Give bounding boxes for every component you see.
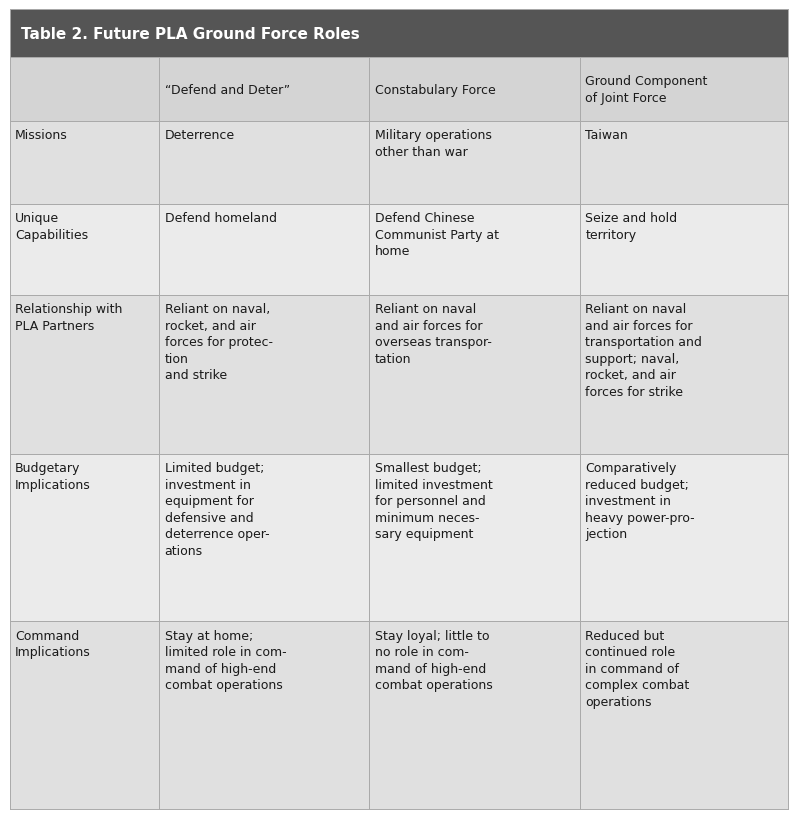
Text: Budgetary
Implications: Budgetary Implications — [15, 462, 91, 491]
Text: Relationship with
PLA Partners: Relationship with PLA Partners — [15, 303, 123, 333]
Text: Seize and hold
territory: Seize and hold territory — [585, 212, 678, 242]
Text: Reliant on naval,
rocket, and air
forces for protec-
tion
and strike: Reliant on naval, rocket, and air forces… — [164, 303, 273, 382]
Bar — [159, 296, 369, 455]
Bar — [10, 205, 159, 296]
Text: Smallest budget;
limited investment
for personnel and
minimum neces-
sary equipm: Smallest budget; limited investment for … — [375, 462, 492, 541]
Bar — [10, 10, 788, 58]
Bar — [10, 622, 159, 809]
Text: Taiwan: Taiwan — [585, 129, 628, 142]
Bar — [10, 58, 159, 122]
Bar — [369, 622, 579, 809]
Text: “Defend and Deter”: “Defend and Deter” — [164, 84, 290, 97]
Bar — [159, 122, 369, 205]
Bar — [159, 455, 369, 622]
Text: Missions: Missions — [15, 129, 68, 142]
Text: Reliant on naval
and air forces for
overseas transpor-
tation: Reliant on naval and air forces for over… — [375, 303, 492, 365]
Bar — [579, 622, 788, 809]
Text: Stay at home;
limited role in com-
mand of high-end
combat operations: Stay at home; limited role in com- mand … — [164, 629, 286, 691]
Bar — [369, 122, 579, 205]
Text: Military operations
other than war: Military operations other than war — [375, 129, 492, 159]
Text: Comparatively
reduced budget;
investment in
heavy power-pro-
jection: Comparatively reduced budget; investment… — [585, 462, 695, 541]
Bar — [369, 455, 579, 622]
Bar — [579, 296, 788, 455]
Text: Defend Chinese
Communist Party at
home: Defend Chinese Communist Party at home — [375, 212, 499, 258]
Text: Ground Component
of Joint Force: Ground Component of Joint Force — [585, 75, 708, 105]
Bar — [579, 58, 788, 122]
Bar — [579, 205, 788, 296]
Text: Table 2. Future PLA Ground Force Roles: Table 2. Future PLA Ground Force Roles — [21, 26, 359, 42]
Bar — [10, 455, 159, 622]
Bar — [10, 122, 159, 205]
Bar — [159, 58, 369, 122]
Text: Deterrence: Deterrence — [164, 129, 235, 142]
Bar — [10, 296, 159, 455]
Bar — [369, 205, 579, 296]
Text: Limited budget;
investment in
equipment for
defensive and
deterrence oper-
ation: Limited budget; investment in equipment … — [164, 462, 270, 557]
Text: Constabulary Force: Constabulary Force — [375, 84, 496, 97]
Bar — [159, 622, 369, 809]
Bar — [369, 296, 579, 455]
Bar — [579, 455, 788, 622]
Text: Reliant on naval
and air forces for
transportation and
support; naval,
rocket, a: Reliant on naval and air forces for tran… — [585, 303, 702, 399]
Bar — [369, 58, 579, 122]
Text: Stay loyal; little to
no role in com-
mand of high-end
combat operations: Stay loyal; little to no role in com- ma… — [375, 629, 492, 691]
Text: Reduced but
continued role
in command of
complex combat
operations: Reduced but continued role in command of… — [585, 629, 689, 708]
Text: Unique
Capabilities: Unique Capabilities — [15, 212, 89, 242]
Bar — [159, 205, 369, 296]
Bar — [579, 122, 788, 205]
Text: Command
Implications: Command Implications — [15, 629, 91, 658]
Text: Defend homeland: Defend homeland — [164, 212, 277, 225]
